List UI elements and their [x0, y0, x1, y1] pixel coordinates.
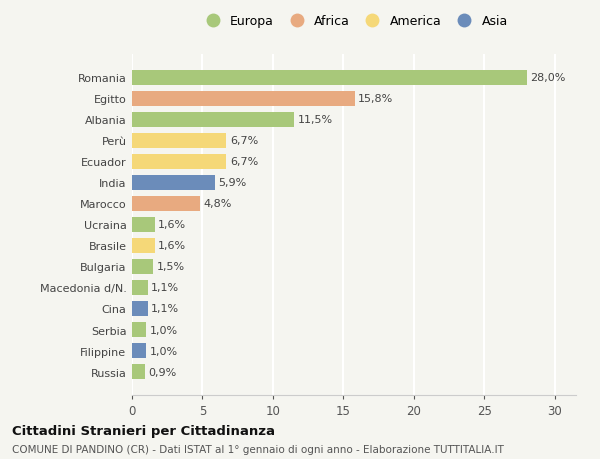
Bar: [132, 175, 215, 190]
Bar: [132, 280, 148, 296]
Bar: [132, 196, 200, 212]
Bar: [132, 322, 146, 337]
Text: 1,1%: 1,1%: [151, 283, 179, 293]
Bar: [132, 218, 155, 232]
Text: 6,7%: 6,7%: [230, 157, 258, 167]
Text: 0,9%: 0,9%: [148, 367, 176, 377]
Text: 1,6%: 1,6%: [158, 220, 186, 230]
Text: 6,7%: 6,7%: [230, 136, 258, 146]
Text: 1,0%: 1,0%: [149, 325, 178, 335]
Bar: [132, 91, 355, 106]
Text: COMUNE DI PANDINO (CR) - Dati ISTAT al 1° gennaio di ogni anno - Elaborazione TU: COMUNE DI PANDINO (CR) - Dati ISTAT al 1…: [12, 444, 504, 454]
Bar: [132, 259, 153, 274]
Text: 11,5%: 11,5%: [298, 115, 333, 125]
Text: 4,8%: 4,8%: [203, 199, 232, 209]
Bar: [132, 364, 145, 379]
Text: 5,9%: 5,9%: [218, 178, 247, 188]
Text: 28,0%: 28,0%: [530, 73, 566, 83]
Text: 1,5%: 1,5%: [157, 262, 185, 272]
Bar: [132, 238, 155, 253]
Bar: [132, 154, 226, 169]
Bar: [132, 71, 527, 86]
Text: 1,1%: 1,1%: [151, 304, 179, 314]
Text: Cittadini Stranieri per Cittadinanza: Cittadini Stranieri per Cittadinanza: [12, 424, 275, 437]
Text: 15,8%: 15,8%: [358, 94, 394, 104]
Text: 1,6%: 1,6%: [158, 241, 186, 251]
Bar: [132, 343, 146, 358]
Bar: [132, 112, 294, 128]
Legend: Europa, Africa, America, Asia: Europa, Africa, America, Asia: [195, 11, 513, 34]
Bar: [132, 301, 148, 316]
Bar: [132, 134, 226, 149]
Text: 1,0%: 1,0%: [149, 346, 178, 356]
